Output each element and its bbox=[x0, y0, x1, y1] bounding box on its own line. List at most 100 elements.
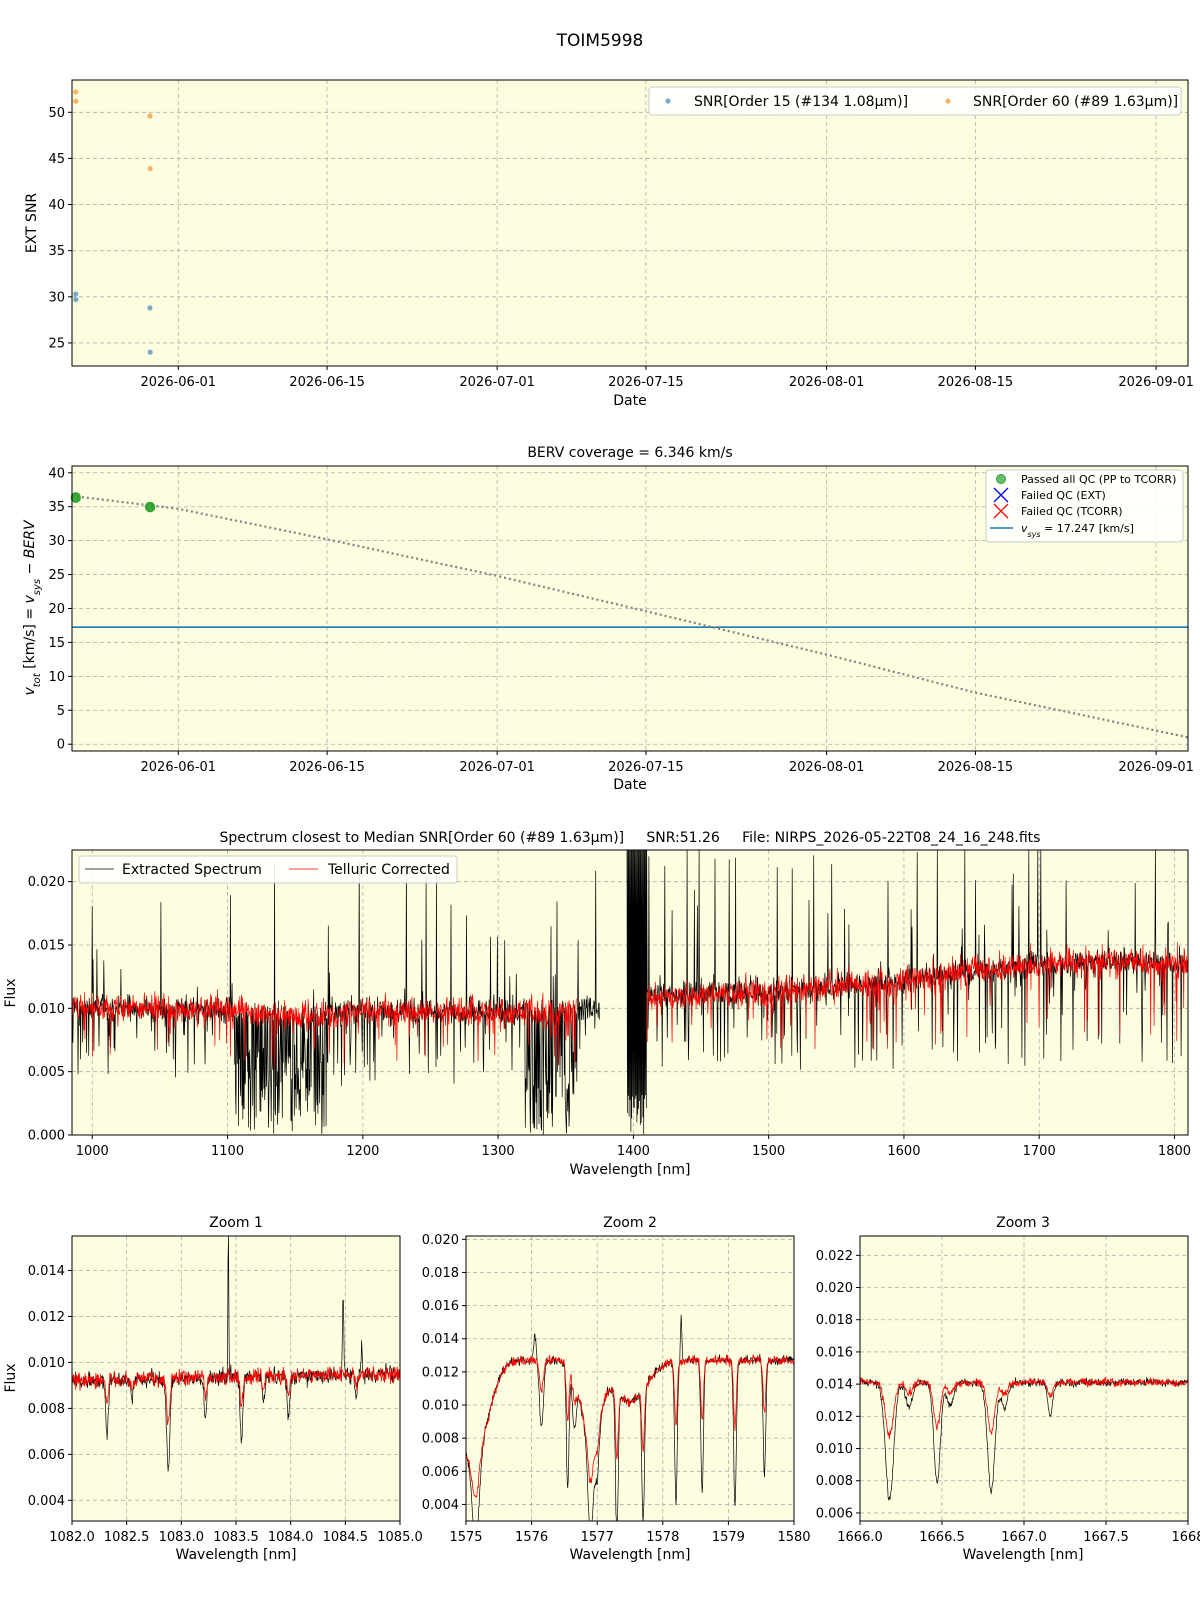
snr-marks bbox=[73, 89, 153, 355]
spectrum-xtick: 1300 bbox=[482, 1144, 515, 1159]
berv-ytick: 25 bbox=[48, 568, 65, 583]
snr-xtick: 2026-09-01 bbox=[1118, 375, 1194, 390]
spectrum-ticks: 1000 1100 1200 1300 1400 1500 1600 1700 1800 0.00… bbox=[28, 875, 1191, 1159]
zoom3-xlabel: Wavelength [nm] bbox=[963, 1547, 1084, 1563]
snr-point bbox=[147, 113, 153, 119]
zoom3-ytick: 0.008 bbox=[816, 1474, 853, 1489]
snr-panel: 2026-06-01 2026-06-15 2026-07-01 2026-07-15… bbox=[24, 79, 1194, 409]
zoom2-ytick: 0.020 bbox=[422, 1233, 459, 1248]
snr-xtick: 2026-06-15 bbox=[289, 375, 365, 390]
berv-ytick: 20 bbox=[48, 602, 65, 617]
berv-trend-line bbox=[71, 494, 1189, 739]
zoom1-xlabel: Wavelength [nm] bbox=[176, 1547, 297, 1563]
zoom2-ytick: 0.016 bbox=[422, 1299, 459, 1314]
zoom1-xtick: 1084.5 bbox=[323, 1530, 369, 1545]
zoom2-ytick: 0.006 bbox=[422, 1465, 459, 1480]
berv-panel: BERV coverage = 6.346 km/s 2026-06-01 202… bbox=[22, 445, 1194, 793]
zoom3-marks bbox=[859, 1376, 1189, 1502]
zoom2-ytick: 0.004 bbox=[422, 1498, 459, 1513]
spectrum-ytick: 0.020 bbox=[28, 875, 65, 890]
legend-failed-tcorr: Failed QC (TCORR) bbox=[1021, 505, 1123, 518]
berv-grid bbox=[72, 466, 1188, 751]
spectrum-xtick: 1400 bbox=[617, 1144, 650, 1159]
zoom2-ytick: 0.014 bbox=[422, 1332, 459, 1347]
berv-xlabel: Date bbox=[613, 777, 646, 793]
zoom3-ytick: 0.022 bbox=[816, 1249, 853, 1264]
berv-ylabel: vtot [km/s] = vsys − BERV bbox=[22, 519, 43, 695]
legend-passed: Passed all QC (PP to TCORR) bbox=[1021, 473, 1176, 486]
berv-ytick: 30 bbox=[48, 534, 65, 549]
snr-ytick: 35 bbox=[48, 244, 65, 259]
berv-passed-point bbox=[145, 502, 156, 513]
snr-ytick: 40 bbox=[48, 198, 65, 213]
berv-ytick: 10 bbox=[48, 670, 65, 685]
berv-xtick: 2026-09-01 bbox=[1118, 760, 1194, 775]
zoom3-ytick: 0.018 bbox=[816, 1313, 853, 1328]
spectrum-ytick: 0.010 bbox=[28, 1002, 65, 1017]
berv-xtick: 2026-06-01 bbox=[141, 760, 217, 775]
berv-ytick: 5 bbox=[57, 704, 65, 719]
spectrum-xtick: 1200 bbox=[346, 1144, 379, 1159]
zoom3-ytick: 0.012 bbox=[816, 1410, 853, 1425]
zoom3-title: Zoom 3 bbox=[996, 1215, 1050, 1231]
zoom-telluric-line bbox=[859, 1376, 1189, 1440]
zoom2-xtick: 1576 bbox=[515, 1530, 548, 1545]
berv-ticks: 2026-06-01 2026-06-15 2026-07-01 2026-07-15… bbox=[48, 466, 1193, 775]
zoom1-xtick: 1082.5 bbox=[104, 1530, 150, 1545]
zoom2-xlabel: Wavelength [nm] bbox=[570, 1547, 691, 1563]
zoom1-ytick: 0.012 bbox=[28, 1310, 65, 1325]
zoom1-xtick: 1085.0 bbox=[377, 1530, 423, 1545]
zoom2-xtick: 1575 bbox=[449, 1530, 482, 1545]
legend-vsys: vsys = 17.247 [km/s] bbox=[1021, 522, 1134, 539]
berv-xtick: 2026-08-01 bbox=[789, 760, 865, 775]
zoom2-ytick: 0.018 bbox=[422, 1266, 459, 1281]
spectrum-xtick: 1600 bbox=[887, 1144, 920, 1159]
snr-point bbox=[73, 98, 79, 104]
zoom2-xtick: 1578 bbox=[646, 1530, 679, 1545]
snr-point bbox=[147, 305, 153, 311]
spectrum-legend: Extracted Spectrum Telluric Corrected bbox=[78, 855, 458, 884]
zoom1-ytick: 0.010 bbox=[28, 1356, 65, 1371]
snr-legend-order15: SNR[Order 15 (#134 1.08μm)] bbox=[694, 94, 908, 110]
zoom2-panel: Zoom 2 1575 1576 1577 1578 1579 1580 0.004 0.00… bbox=[422, 1215, 811, 1563]
zoom3-ticks: 1666.0 1666.5 1667.0 1667.5 1668 0.006 0.008 0.… bbox=[816, 1249, 1200, 1545]
snr-legend-order60: SNR[Order 60 (#89 1.63μm)] bbox=[973, 94, 1178, 110]
zoom1-ytick: 0.008 bbox=[28, 1402, 65, 1417]
zoom3-ytick: 0.014 bbox=[816, 1378, 853, 1393]
spectrum-ytick: 0.000 bbox=[28, 1129, 65, 1144]
berv-passed-point bbox=[70, 492, 81, 503]
spectrum-title: Spectrum closest to Median SNR[Order 60 … bbox=[220, 830, 1041, 846]
snr-xlabel: Date bbox=[613, 393, 646, 409]
figure-title: TOIM5998 bbox=[556, 31, 644, 51]
zoom2-xtick: 1579 bbox=[712, 1530, 745, 1545]
snr-grid bbox=[72, 80, 1188, 366]
berv-xtick: 2026-07-01 bbox=[459, 760, 535, 775]
spectrum-panel: Spectrum closest to Median SNR[Order 60 … bbox=[3, 830, 1191, 1178]
zoom3-xtick: 1667.0 bbox=[1001, 1530, 1047, 1545]
zoom1-xtick: 1083.0 bbox=[159, 1530, 205, 1545]
zoom3-xtick: 1667.5 bbox=[1083, 1530, 1129, 1545]
snr-point bbox=[73, 89, 79, 95]
zoom1-ytick: 0.004 bbox=[28, 1494, 65, 1509]
snr-point bbox=[73, 296, 79, 303]
zoom1-marks bbox=[71, 1236, 401, 1472]
zoom3-ytick: 0.010 bbox=[816, 1442, 853, 1457]
spectrum-ytick: 0.005 bbox=[28, 1065, 65, 1080]
zoom2-xtick: 1580 bbox=[777, 1530, 810, 1545]
zoom1-ticks: 1082.0 1082.5 1083.0 1083.5 1084.0 1084.5 1085… bbox=[28, 1264, 423, 1545]
snr-xtick: 2026-07-01 bbox=[459, 375, 535, 390]
zoom2-ytick: 0.010 bbox=[422, 1399, 459, 1414]
zoom2-ticks: 1575 1576 1577 1578 1579 1580 0.004 0.006 0.008 0… bbox=[422, 1233, 811, 1545]
zoom2-title: Zoom 2 bbox=[603, 1215, 657, 1231]
zoom3-ytick: 0.020 bbox=[816, 1281, 853, 1296]
spectrum-xtick: 1800 bbox=[1158, 1144, 1191, 1159]
snr-xtick: 2026-07-15 bbox=[608, 375, 684, 390]
zoom1-xtick: 1084.0 bbox=[268, 1530, 314, 1545]
legend-failed-tcorr-marker bbox=[993, 503, 1009, 519]
snr-ylabel: EXT SNR bbox=[24, 193, 40, 254]
spectrum-xtick: 1100 bbox=[211, 1144, 244, 1159]
legend-telluric: Telluric Corrected bbox=[327, 862, 450, 878]
snr-legend: SNR[Order 15 (#134 1.08μm)] SNR[Order 60… bbox=[648, 86, 1182, 116]
zoom3-ytick: 0.006 bbox=[816, 1506, 853, 1521]
